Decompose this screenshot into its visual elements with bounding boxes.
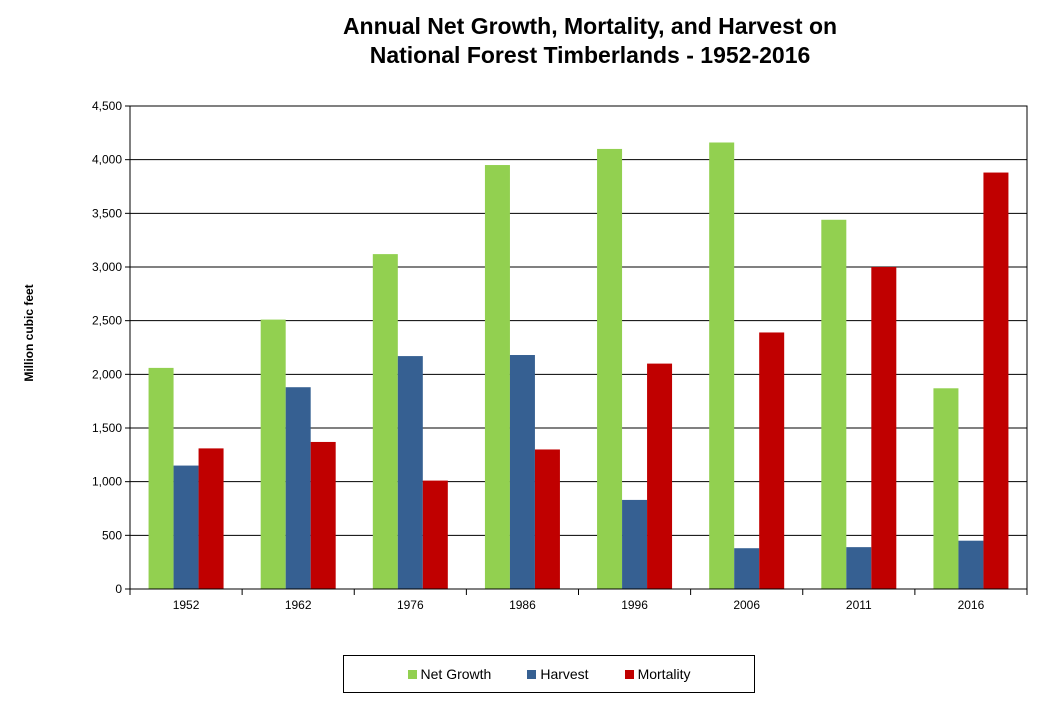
tick-labels: 0 500 1,000 1,500 2,000 2,500 3,000 3,500 4,000 4…: [92, 99, 985, 612]
y-tick-label: 3,500: [92, 206, 122, 220]
legend-swatch: [527, 669, 537, 679]
y-tick-label: 1,000: [92, 475, 122, 489]
bar-harvest-1976: [397, 356, 423, 589]
y-tick-label: 4,500: [92, 99, 122, 113]
bar-net-growth-2016: [933, 388, 959, 589]
x-tick-label: 2011: [846, 598, 872, 612]
legend-label: Mortality: [637, 666, 691, 682]
bar-net-growth-1962: [260, 319, 286, 589]
bar-mortality-1986: [534, 449, 560, 589]
bar-net-growth-1996: [597, 148, 623, 589]
legend-item-net-growth: Net Growth: [407, 666, 492, 682]
bar-net-growth-1976: [372, 254, 398, 589]
bar-harvest-2011: [846, 547, 872, 589]
y-tick-label: 2,000: [92, 367, 122, 381]
bar-harvest-1996: [622, 499, 648, 589]
y-tick-label: 3,000: [92, 260, 122, 274]
chart-title: Annual Net Growth, Mortality, and Harves…: [200, 12, 980, 70]
x-tick-label: 1996: [621, 598, 648, 612]
x-tick-label: 2006: [733, 598, 760, 612]
bar-harvest-1962: [285, 387, 311, 589]
bar-mortality-2006: [759, 332, 785, 589]
y-tick-label: 1,500: [92, 421, 122, 435]
bar-net-growth-1986: [484, 165, 510, 590]
y-tick-label: 2,500: [92, 314, 122, 328]
x-tick-label: 2016: [958, 598, 985, 612]
y-tick-label: 0: [115, 582, 122, 596]
y-tick-label: 4,000: [92, 153, 122, 167]
x-tick-label: 1986: [509, 598, 536, 612]
bar-harvest-1986: [509, 355, 535, 589]
x-tick-label: 1962: [285, 598, 312, 612]
legend-item-mortality: Mortality: [624, 666, 691, 682]
chart-title-line-1: Annual Net Growth, Mortality, and Harves…: [342, 13, 838, 39]
legend-swatch: [624, 669, 634, 679]
bar-mortality-1962: [310, 441, 336, 589]
bar-mortality-1976: [422, 480, 448, 589]
axes: [125, 105, 1028, 595]
legend: Net Growth Harvest Mortality: [343, 655, 755, 693]
bar-harvest-1952: [173, 465, 199, 589]
legend-label: Harvest: [540, 666, 589, 682]
x-tick-label: 1952: [173, 598, 200, 612]
legend-label: Net Growth: [420, 666, 492, 682]
bar-net-growth-2006: [709, 142, 735, 589]
bar-net-growth-2011: [821, 219, 847, 590]
x-tick-label: 1976: [397, 598, 424, 612]
bar-harvest-2006: [734, 548, 760, 589]
bar-net-growth-1952: [148, 367, 174, 589]
bar-mortality-2011: [871, 267, 897, 589]
bar-harvest-2016: [958, 540, 984, 589]
bar-mortality-1996: [647, 363, 673, 589]
bars: [148, 142, 1009, 590]
bar-mortality-1952: [198, 448, 224, 589]
legend-swatch: [407, 669, 417, 679]
chart-title-line-2: National Forest Timberlands - 1952-2016: [369, 42, 811, 68]
legend-item-harvest: Harvest: [527, 666, 589, 682]
bar-mortality-2016: [983, 172, 1009, 589]
y-axis-label: Million cubic feet: [22, 284, 36, 381]
y-tick-label: 500: [102, 528, 122, 542]
